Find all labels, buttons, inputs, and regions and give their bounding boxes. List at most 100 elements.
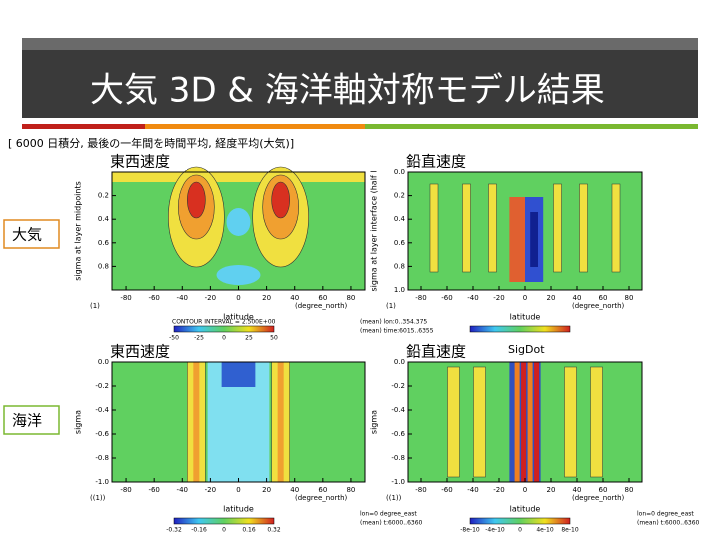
field — [429, 183, 439, 273]
y-tick-label: 0.8 — [98, 262, 109, 270]
field — [611, 183, 621, 273]
y-tick-label: 0.4 — [394, 215, 406, 223]
x-tick-label: 80 — [346, 486, 355, 494]
field — [447, 366, 460, 478]
x-tick-label: -40 — [177, 486, 188, 494]
y-tick-label: 0.0 — [394, 168, 405, 176]
corner-label: ((1)) — [90, 494, 106, 502]
y-tick-label: 0.4 — [98, 215, 110, 223]
x-tick-label: -20 — [493, 294, 504, 302]
x-tick-label: -60 — [148, 294, 159, 302]
x-tick-label: -20 — [205, 486, 216, 494]
x-tick-label: -80 — [120, 294, 131, 302]
x-tick-label: -40 — [467, 486, 478, 494]
field — [112, 172, 365, 182]
x-tick-label: -40 — [467, 294, 478, 302]
slide-subtitle: [ 6000 日積分, 最後の一年間を時間平均, 経度平均(大気)] — [8, 136, 294, 150]
colorbar-label: -25 — [194, 335, 204, 342]
y-tick-label: -0.8 — [391, 454, 405, 462]
x-tick-label: 60 — [599, 486, 608, 494]
y-tick-label: -1.0 — [391, 478, 405, 486]
field — [564, 366, 577, 478]
colorbar — [469, 325, 571, 333]
colorbar-label: 0.16 — [242, 527, 256, 534]
y-tick-label: -1.0 — [95, 478, 109, 486]
panel-title: 鉛直速度 — [406, 343, 466, 361]
info-label: (mean) t:6000..6360 — [637, 520, 700, 527]
x-tick-label: 0 — [236, 486, 240, 494]
info-label: (mean) lon:0..354.375 — [360, 319, 427, 326]
field — [530, 212, 538, 267]
colorbar-label: 8e-10 — [561, 527, 578, 534]
panel-title: 鉛直速度 — [406, 153, 466, 171]
x-axis-label: latitude — [223, 505, 254, 514]
colorbar — [469, 517, 571, 525]
x-tick-label: -80 — [415, 486, 426, 494]
field — [509, 197, 525, 282]
info-label: (mean) time:6015..6355 — [360, 328, 434, 335]
label-box — [3, 219, 60, 249]
x-tick-label: 40 — [290, 486, 299, 494]
x-tick-label: 0 — [523, 294, 527, 302]
x-unit: (degree_north) — [295, 302, 348, 310]
y-axis-label: sigma at layer midpoints — [74, 181, 83, 281]
field — [271, 181, 290, 219]
colorbar-label: 4e-10 — [536, 527, 553, 534]
contour-note: CONTOUR INTERVAL = 2.500E+00 — [172, 319, 276, 326]
header-strip — [22, 38, 698, 50]
side-label: 大気 — [12, 226, 42, 244]
x-tick-label: 40 — [290, 294, 299, 302]
colorbar-label: -4e-10 — [485, 527, 505, 534]
colorbar-label: -0.32 — [166, 527, 182, 534]
y-tick-label: 0.6 — [98, 239, 110, 247]
accent-red — [22, 124, 145, 129]
y-tick-label: -0.6 — [391, 430, 405, 438]
field — [514, 362, 520, 482]
x-tick-label: -40 — [177, 294, 188, 302]
x-tick-label: -20 — [493, 486, 504, 494]
corner-label: (1) — [386, 302, 396, 310]
accent-green — [365, 124, 698, 129]
corner-label: ((1)) — [386, 494, 402, 502]
field — [226, 208, 251, 236]
y-tick-label: 0.0 — [98, 358, 109, 366]
colorbar-label: 0 — [222, 527, 226, 534]
x-tick-label: 20 — [547, 486, 556, 494]
y-tick-label: -0.2 — [391, 382, 405, 390]
x-tick-label: 20 — [262, 486, 271, 494]
field — [553, 183, 562, 273]
colorbar-label: 25 — [245, 335, 253, 342]
field — [579, 183, 588, 273]
x-tick-label: 60 — [318, 294, 327, 302]
label-box — [3, 405, 60, 435]
y-tick-label: 0.2 — [98, 192, 109, 200]
field — [534, 362, 540, 482]
side-label: 海洋 — [12, 412, 42, 430]
x-tick-label: -20 — [205, 294, 216, 302]
x-tick-label: 0 — [236, 294, 240, 302]
x-tick-label: -60 — [148, 486, 159, 494]
y-tick-label: 0.2 — [394, 192, 405, 200]
accent-orange — [145, 124, 365, 129]
y-tick-label: -0.4 — [95, 406, 109, 414]
x-tick-label: 80 — [625, 486, 634, 494]
field — [521, 362, 527, 482]
info-label: (mean) t:6000..6360 — [360, 520, 423, 527]
colorbar — [173, 325, 275, 333]
colorbar-label: 0 — [222, 335, 226, 342]
x-tick-label: 20 — [547, 294, 556, 302]
x-tick-label: -60 — [441, 486, 452, 494]
colorbar-label: 0.32 — [267, 527, 281, 534]
slide-title: 大気 3D & 海洋軸対称モデル結果 — [90, 71, 605, 111]
field — [473, 366, 486, 478]
field — [590, 366, 603, 478]
y-tick-label: -0.6 — [95, 430, 109, 438]
title-bg — [403, 344, 483, 360]
x-tick-label: 0 — [523, 486, 527, 494]
x-tick-label: 20 — [262, 294, 271, 302]
x-tick-label: 80 — [625, 294, 634, 302]
x-tick-label: 60 — [318, 486, 327, 494]
y-tick-label: -0.4 — [391, 406, 405, 414]
x-unit: (degree_north) — [295, 494, 348, 502]
